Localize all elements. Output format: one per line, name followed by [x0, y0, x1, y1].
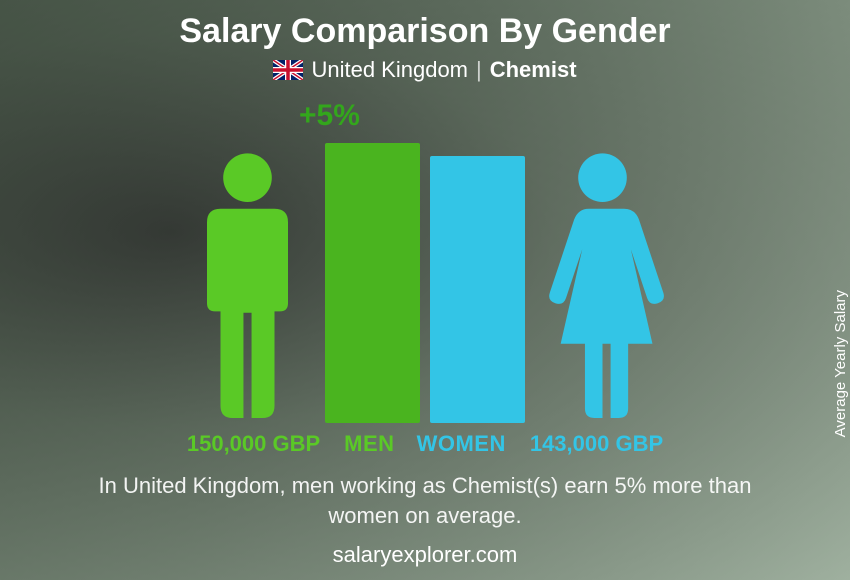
men-salary: 150,000 GBP [187, 431, 320, 457]
page-title: Salary Comparison By Gender [179, 12, 670, 51]
labels-row: 150,000 GBP MEN WOMEN 143,000 GBP [105, 431, 745, 457]
y-axis-label: Average Yearly Salary [832, 290, 849, 437]
separator: | [476, 57, 482, 83]
women-salary: 143,000 GBP [530, 431, 663, 457]
woman-icon [535, 143, 670, 423]
subtitle: United Kingdom | Chemist [273, 57, 576, 83]
men-bar [325, 143, 420, 423]
man-icon [180, 143, 315, 423]
women-label: WOMEN [417, 431, 506, 457]
site-footer: salaryexplorer.com [0, 542, 850, 568]
caption-text: In United Kingdom, men working as Chemis… [65, 471, 785, 530]
salary-chart: +5% [105, 103, 745, 423]
women-bar [430, 156, 525, 423]
men-label: MEN [344, 431, 394, 457]
difference-label: +5% [299, 99, 360, 133]
profession-label: Chemist [490, 57, 577, 83]
country-label: United Kingdom [311, 57, 468, 83]
uk-flag-icon [273, 60, 303, 80]
